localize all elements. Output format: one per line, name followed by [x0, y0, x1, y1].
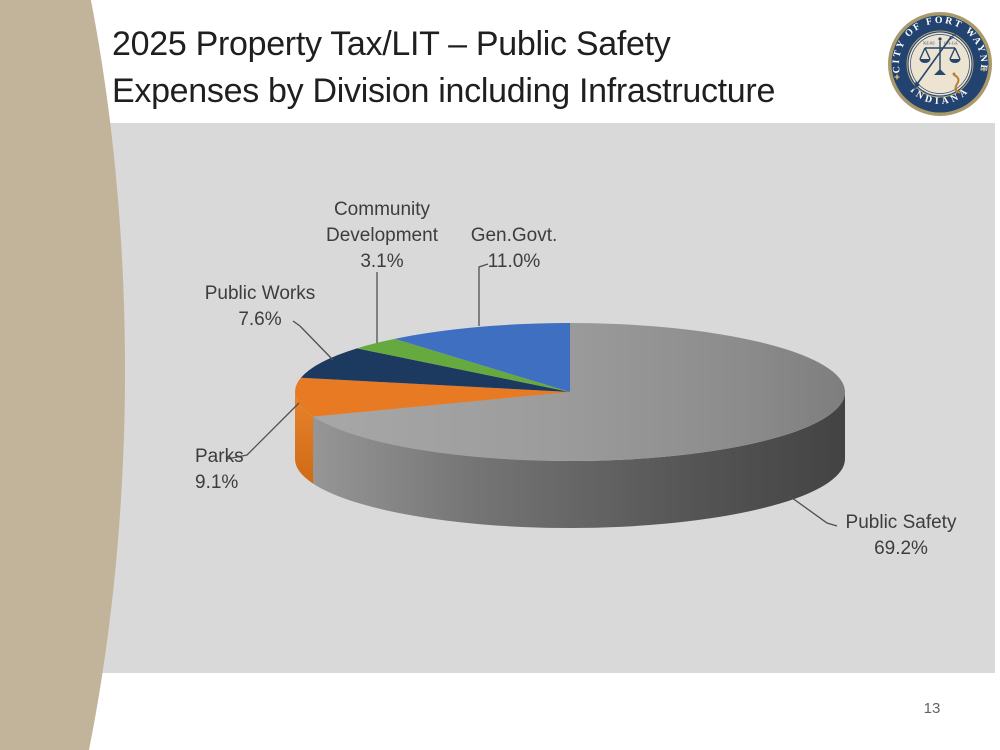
label-name-line: Gen.Govt.	[471, 223, 558, 249]
pie-label-gen-govt: Gen.Govt. 11.0%	[471, 223, 558, 275]
label-percent: 9.1%	[195, 470, 244, 496]
fort-wayne-seal-logo: CITY OF FORT WAYNE INDIANA KE-KI ON-GA	[884, 11, 996, 119]
pie-label-public-safety: Public Safety 69.2%	[846, 510, 957, 562]
label-name-line: Public Works	[205, 281, 316, 307]
label-percent: 3.1%	[326, 249, 438, 275]
pie-label-community-development: Community Development 3.1%	[326, 197, 438, 275]
seal-inner-text-left: KE-KI	[923, 41, 935, 46]
pie-top-surfaces	[295, 323, 845, 461]
pie-label-parks: Parks 9.1%	[195, 444, 244, 496]
label-name-line: Parks	[195, 444, 244, 470]
page-number: 13	[912, 700, 952, 717]
pie-chart	[0, 0, 1000, 750]
leader-line-public-safety	[788, 495, 837, 526]
label-name-line: Public Safety	[846, 510, 957, 536]
label-percent: 69.2%	[846, 536, 957, 562]
label-percent: 7.6%	[205, 307, 316, 333]
pie-label-public-works: Public Works 7.6%	[205, 281, 316, 333]
seal-inner-text-right: ON-GA	[944, 41, 958, 46]
label-name-line: Development	[326, 223, 438, 249]
slide-background: 2025 Property Tax/LIT – Public Safety Ex…	[0, 0, 1000, 750]
label-name-line: Community	[326, 197, 438, 223]
label-percent: 11.0%	[471, 249, 558, 275]
